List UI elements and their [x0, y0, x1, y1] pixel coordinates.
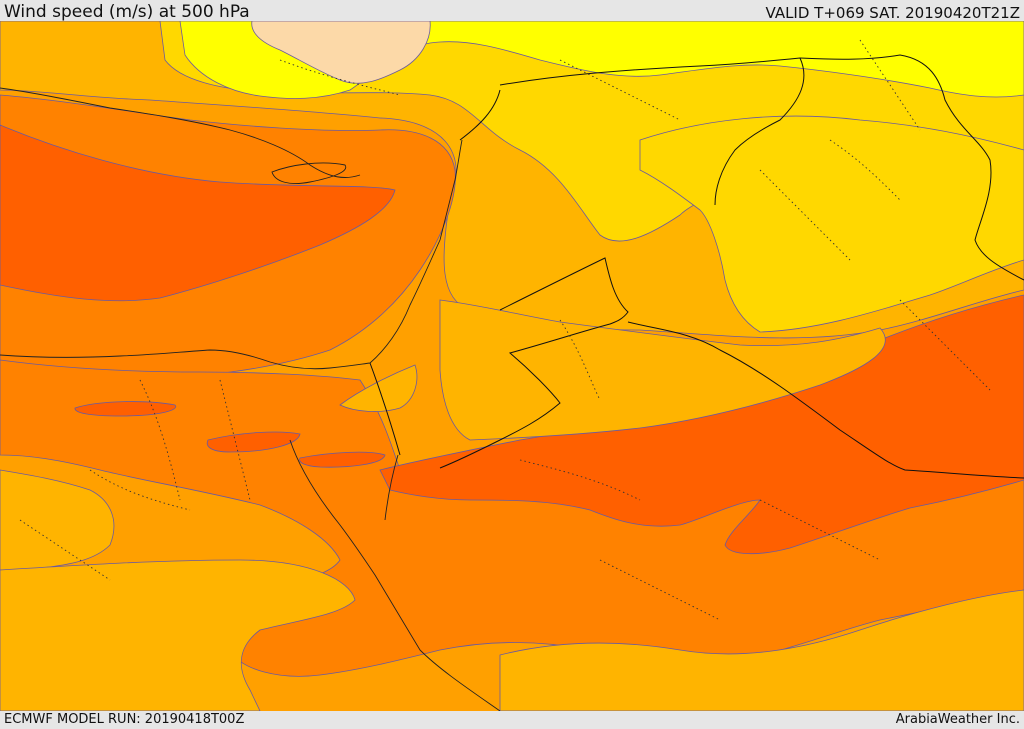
coastline-turkey	[0, 87, 361, 178]
band-mid-south	[0, 559, 356, 711]
admin-boundaries-iraq	[759, 139, 991, 391]
band-mid-small-1	[339, 364, 418, 412]
map-footer: ECMWF MODEL RUN: 20190418T00Z ArabiaWeat…	[0, 711, 1024, 729]
coastline-aqaba	[384, 454, 399, 521]
band-very-low	[251, 21, 431, 84]
border-jordan-saudi	[439, 257, 629, 469]
band-mid-southeast	[499, 589, 1024, 711]
patch-very-high-2	[206, 431, 301, 453]
valid-time-label: VALID T+069 SAT. 20190420T21Z	[765, 4, 1020, 22]
patch-very-high-1	[74, 401, 177, 417]
patch-very-high-3	[299, 451, 386, 468]
credit-label: ArabiaWeather Inc.	[895, 712, 1020, 727]
band-low-mid-east	[639, 115, 1024, 333]
admin-boundaries-turkey	[279, 39, 921, 131]
band-very-high-west	[0, 124, 396, 302]
coastline-cyprus	[271, 162, 347, 184]
coastline-red-sea	[289, 439, 501, 711]
wind-speed-map-svg	[0, 21, 1024, 711]
map-header: Wind speed (m/s) at 500 hPa VALID T+069 …	[0, 0, 1024, 22]
border-israel-jordan	[369, 362, 401, 456]
map-title: Wind speed (m/s) at 500 hPa	[4, 2, 250, 22]
model-run-label: ECMWF MODEL RUN: 20190418T00Z	[4, 712, 245, 727]
border-iraq-saudi	[627, 321, 1024, 479]
border-iraq-iran	[799, 54, 1024, 281]
border-turkey-syria	[459, 89, 501, 141]
weather-map[interactable]	[0, 21, 1024, 711]
coastline	[0, 139, 463, 370]
